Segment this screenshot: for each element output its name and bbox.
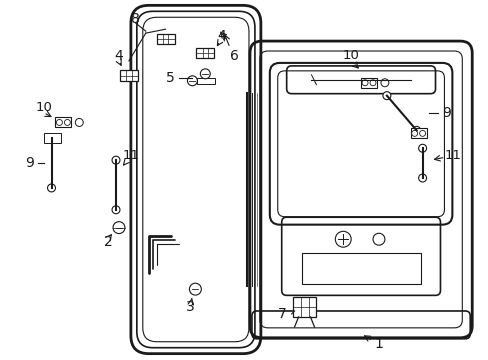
Bar (410, 129, 426, 138)
Text: 5: 5 (166, 71, 175, 85)
Bar (55, 117, 71, 127)
Circle shape (112, 156, 120, 164)
Circle shape (113, 222, 124, 234)
Text: 4: 4 (114, 49, 123, 63)
Text: 9: 9 (441, 105, 450, 120)
Circle shape (380, 79, 388, 87)
Text: 10: 10 (35, 101, 52, 114)
Text: 6: 6 (229, 49, 238, 63)
Bar (156, 34, 174, 44)
Bar (360, 78, 376, 88)
Text: 4: 4 (217, 29, 226, 43)
Text: 7: 7 (278, 307, 286, 321)
Circle shape (382, 92, 390, 100)
Circle shape (418, 144, 426, 152)
Circle shape (47, 184, 55, 192)
Circle shape (411, 130, 417, 136)
Circle shape (190, 284, 200, 294)
Circle shape (369, 80, 375, 86)
Text: 8: 8 (131, 12, 140, 26)
Bar (197, 78, 215, 84)
Circle shape (189, 283, 201, 295)
Circle shape (75, 118, 83, 126)
Circle shape (114, 223, 123, 233)
Circle shape (47, 134, 55, 142)
Circle shape (418, 174, 426, 182)
Text: 10: 10 (342, 49, 359, 63)
Text: 1: 1 (374, 337, 383, 351)
Text: 9: 9 (25, 156, 34, 170)
Text: 11: 11 (444, 149, 461, 162)
Circle shape (56, 120, 62, 125)
Circle shape (419, 130, 425, 136)
Circle shape (361, 80, 367, 86)
Circle shape (64, 120, 70, 125)
Bar (292, 297, 316, 317)
Bar (196, 48, 214, 58)
Circle shape (187, 76, 197, 86)
Bar (120, 71, 138, 81)
Bar (43, 133, 61, 143)
Text: 2: 2 (103, 234, 112, 248)
Circle shape (112, 206, 120, 214)
Circle shape (200, 69, 210, 79)
Text: 3: 3 (185, 300, 194, 314)
Text: 11: 11 (122, 149, 139, 162)
Bar (301, 253, 420, 284)
Circle shape (412, 126, 420, 134)
